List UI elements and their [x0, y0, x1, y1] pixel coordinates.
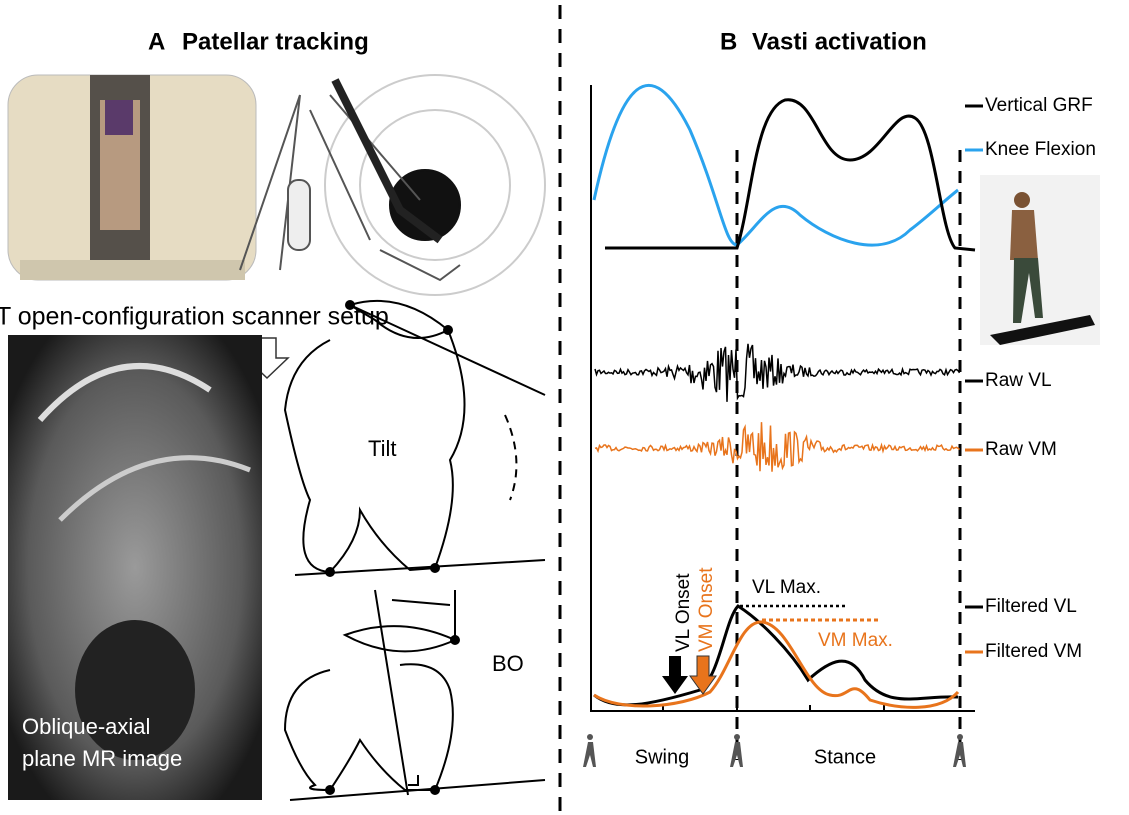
filtered-vl-curve	[593, 604, 959, 707]
walker-icon	[583, 734, 966, 767]
bo-diagram	[283, 589, 546, 801]
filtered-vm-curve	[593, 620, 960, 709]
panel-title: Patellar tracking	[182, 28, 369, 55]
legend: Vertical GRF Knee Flexion Raw VL Raw VM …	[965, 95, 1096, 662]
axes	[590, 85, 975, 712]
tilt-diagram	[283, 299, 546, 577]
panel-title: Vasti activation	[752, 28, 927, 55]
raw-vl-signal	[594, 343, 961, 402]
phase-label: Stance	[814, 746, 876, 768]
vl-onset-arrow	[662, 656, 688, 694]
scanner-photo	[7, 74, 257, 281]
legend-label: Raw VL	[985, 370, 1052, 391]
grf-curve	[605, 98, 976, 252]
knee-flexion-curve	[592, 83, 959, 247]
scanner-caption: 0.5T open-configuration scanner setup	[0, 303, 389, 331]
walker-image	[980, 175, 1100, 345]
panel-label: B	[720, 28, 737, 55]
apparatus-drawing	[239, 74, 546, 296]
tilt-label: Tilt	[368, 436, 397, 461]
legend-label: Filtered VM	[985, 641, 1082, 662]
mr-image	[8, 335, 262, 800]
vm-max-label: VM Max.	[818, 630, 893, 651]
vl-max-label: VL Max.	[752, 577, 821, 598]
phase-label: Swing	[635, 746, 689, 768]
vl-onset-label: VL Onset	[673, 573, 694, 652]
vm-onset-label: VM Onset	[696, 567, 717, 652]
panel-label: A	[148, 28, 165, 55]
legend-label: Vertical GRF	[985, 95, 1093, 116]
legend-label: Filtered VL	[985, 596, 1077, 617]
vm-onset-arrow	[689, 655, 717, 695]
bo-label: BO	[492, 651, 524, 676]
mr-label: Oblique-axial	[22, 714, 150, 739]
legend-label: Knee Flexion	[985, 139, 1096, 160]
raw-vm-signal	[594, 422, 960, 472]
mr-label: plane MR image	[22, 746, 182, 771]
legend-label: Raw VM	[985, 439, 1057, 460]
